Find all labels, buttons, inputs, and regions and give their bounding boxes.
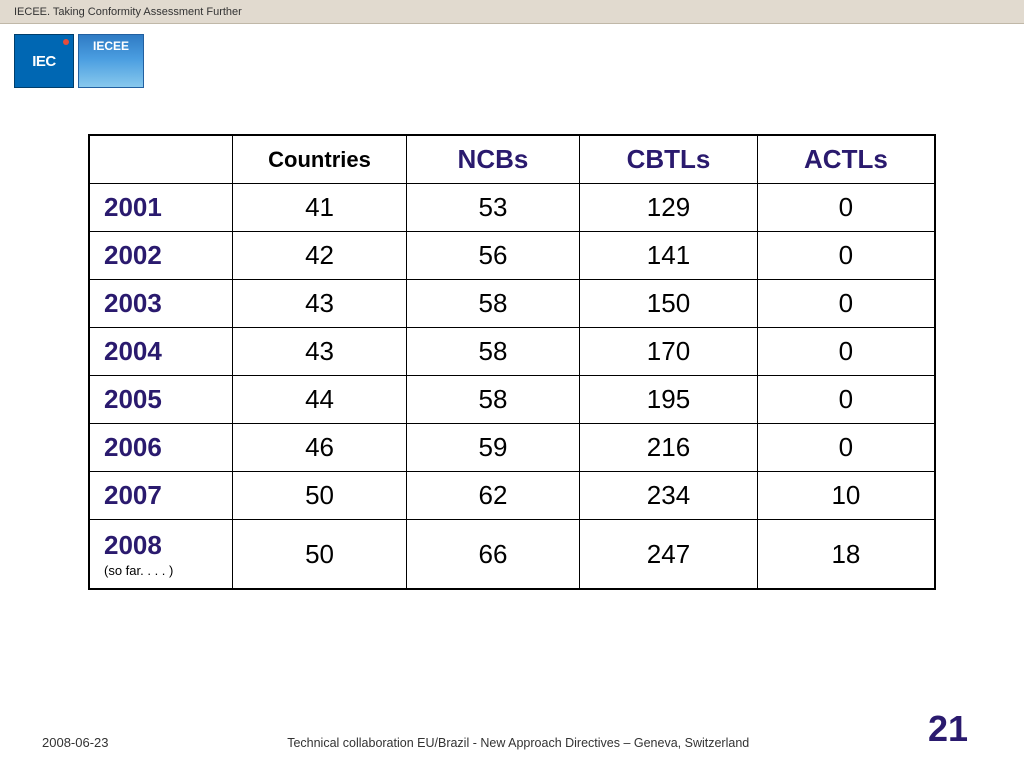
cell-cbtls: 129 — [580, 184, 758, 232]
col-countries: Countries — [233, 135, 406, 184]
slide-footer: 2008-06-23 Technical collaboration EU/Br… — [0, 708, 1024, 750]
data-table-wrap: Countries NCBs CBTLs ACTLs 2001 41 53 12… — [88, 134, 936, 590]
iec-logo: IEC — [14, 34, 74, 88]
cell-ncbs: 59 — [406, 424, 579, 472]
table-row: 2005 44 58 195 0 — [89, 376, 935, 424]
cell-countries: 46 — [233, 424, 406, 472]
cell-cbtls: 247 — [580, 520, 758, 590]
cell-cbtls: 150 — [580, 280, 758, 328]
footer-date: 2008-06-23 — [42, 735, 109, 750]
table-row: 2007 50 62 234 10 — [89, 472, 935, 520]
cell-ncbs: 66 — [406, 520, 579, 590]
cell-year-2008: 2008 (so far. . . . ) — [89, 520, 233, 590]
footer-caption: Technical collaboration EU/Brazil - New … — [109, 736, 928, 750]
table-row: 2006 46 59 216 0 — [89, 424, 935, 472]
cell-cbtls: 141 — [580, 232, 758, 280]
table-row: 2004 43 58 170 0 — [89, 328, 935, 376]
cell-cbtls: 170 — [580, 328, 758, 376]
cell-actls: 0 — [757, 376, 935, 424]
cell-countries: 50 — [233, 472, 406, 520]
cell-year: 2004 — [89, 328, 233, 376]
cell-countries: 50 — [233, 520, 406, 590]
cell-actls: 0 — [757, 184, 935, 232]
cell-ncbs: 56 — [406, 232, 579, 280]
cell-countries: 42 — [233, 232, 406, 280]
iec-logo-text: IEC — [32, 53, 56, 70]
cell-actls: 0 — [757, 424, 935, 472]
cell-ncbs: 53 — [406, 184, 579, 232]
table-row: 2003 43 58 150 0 — [89, 280, 935, 328]
cell-ncbs: 58 — [406, 328, 579, 376]
col-blank — [89, 135, 233, 184]
cell-actls: 18 — [757, 520, 935, 590]
cell-year: 2002 — [89, 232, 233, 280]
cell-ncbs: 58 — [406, 280, 579, 328]
col-actls: ACTLs — [757, 135, 935, 184]
tagline: IECEE. Taking Conformity Assessment Furt… — [14, 6, 242, 18]
col-ncbs: NCBs — [406, 135, 579, 184]
cell-countries: 44 — [233, 376, 406, 424]
year-subtext: (so far. . . . ) — [104, 563, 222, 578]
cell-cbtls: 195 — [580, 376, 758, 424]
cell-cbtls: 216 — [580, 424, 758, 472]
cell-year: 2007 — [89, 472, 233, 520]
iecee-logo-text: IECEE — [93, 39, 129, 53]
cell-countries: 43 — [233, 280, 406, 328]
cell-actls: 10 — [757, 472, 935, 520]
cell-year: 2003 — [89, 280, 233, 328]
slide-header-bar: IECEE. Taking Conformity Assessment Furt… — [0, 0, 1024, 24]
cell-countries: 43 — [233, 328, 406, 376]
iec-logo-dot — [63, 39, 69, 45]
cell-ncbs: 58 — [406, 376, 579, 424]
table-row: 2001 41 53 129 0 — [89, 184, 935, 232]
cell-cbtls: 234 — [580, 472, 758, 520]
year-label: 2008 — [104, 530, 162, 560]
cell-year: 2001 — [89, 184, 233, 232]
cell-actls: 0 — [757, 232, 935, 280]
cell-actls: 0 — [757, 280, 935, 328]
cell-actls: 0 — [757, 328, 935, 376]
page-number: 21 — [928, 708, 968, 750]
logo-row: IEC IECEE — [14, 34, 1024, 88]
table-header-row: Countries NCBs CBTLs ACTLs — [89, 135, 935, 184]
col-cbtls: CBTLs — [580, 135, 758, 184]
cell-year: 2005 — [89, 376, 233, 424]
iecee-logo: IECEE — [78, 34, 144, 88]
table-row: 2002 42 56 141 0 — [89, 232, 935, 280]
cell-countries: 41 — [233, 184, 406, 232]
data-table: Countries NCBs CBTLs ACTLs 2001 41 53 12… — [88, 134, 936, 590]
cell-year: 2006 — [89, 424, 233, 472]
table-row: 2008 (so far. . . . ) 50 66 247 18 — [89, 520, 935, 590]
cell-ncbs: 62 — [406, 472, 579, 520]
